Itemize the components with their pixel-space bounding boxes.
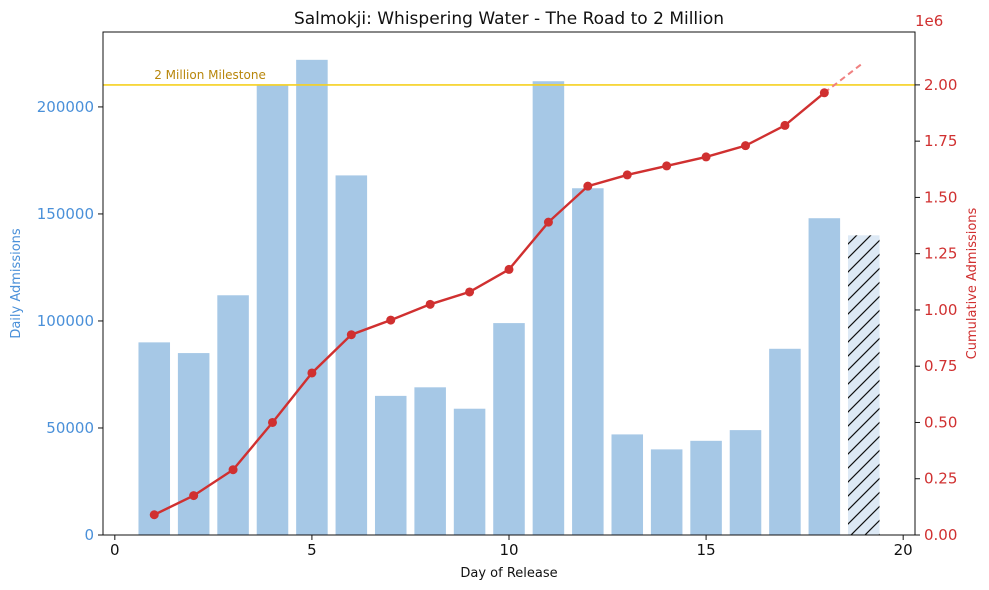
y-right-tick-label: 0.25	[924, 470, 957, 488]
y-right-tick-label: 1.75	[924, 132, 957, 150]
x-axis-label: Day of Release	[460, 566, 557, 581]
cumulative-point	[189, 491, 199, 501]
y-left-tick-label: 50000	[46, 419, 94, 437]
cumulative-point	[701, 152, 711, 162]
y-left-tick-label: 150000	[37, 205, 94, 223]
cumulative-point	[583, 181, 593, 191]
daily-bar	[453, 408, 486, 535]
projection-line	[823, 61, 865, 94]
daily-bars	[138, 59, 880, 536]
cumulative-point	[149, 510, 159, 520]
y-right-tick-label: 2.00	[924, 76, 957, 94]
milestone: 2 Million Milestone	[103, 68, 915, 86]
cumulative-point	[346, 330, 356, 340]
axes: 0 5 10 15 20 0 50000 100000 150000 200000 0.00 0.25…	[37, 31, 957, 559]
x-tick-label: 10	[499, 541, 518, 559]
y-right-tick-label: 0.50	[924, 413, 957, 431]
y-left-tick-label: 100000	[37, 312, 94, 330]
daily-bar	[690, 440, 722, 535]
cumulative-point	[741, 141, 751, 151]
projected-bar	[847, 235, 880, 535]
y-axis-label-left: Daily Admissions	[9, 228, 24, 339]
cumulative-point	[819, 88, 829, 98]
cumulative-point	[780, 120, 790, 130]
daily-bar	[296, 59, 328, 535]
y-left-tick-label: 200000	[37, 98, 94, 116]
cumulative-point	[228, 465, 238, 475]
cumulative-point	[386, 315, 396, 325]
daily-bar	[177, 353, 210, 535]
chart-title: Salmokji: Whispering Water - The Road to…	[294, 9, 724, 29]
daily-bar	[138, 342, 171, 535]
y-right-tick-label: 0.00	[924, 526, 957, 544]
daily-bar	[414, 387, 446, 535]
daily-bar	[572, 188, 604, 535]
daily-bar	[217, 295, 249, 535]
daily-bar	[256, 85, 289, 536]
milestone-label: 2 Million Milestone	[154, 68, 266, 82]
cumulative-series	[149, 61, 865, 520]
cumulative-point	[543, 217, 553, 227]
y-left-tick-label: 0	[84, 526, 94, 544]
cumulative-point	[504, 264, 514, 274]
y-axis-label-right: Cumulative Admissions	[965, 207, 980, 359]
daily-bar	[808, 218, 841, 535]
daily-bar	[374, 395, 407, 535]
cumulative-line	[153, 91, 826, 516]
daily-bar	[650, 449, 683, 535]
cumulative-point	[267, 417, 277, 427]
y-right-tick-label: 1.00	[924, 301, 957, 319]
daily-bar	[335, 175, 368, 535]
daily-bar	[532, 81, 565, 535]
daily-bar	[493, 323, 525, 535]
daily-bar	[769, 348, 801, 535]
cumulative-point	[425, 299, 435, 309]
cumulative-point	[662, 161, 672, 171]
x-tick-label: 20	[894, 541, 913, 559]
x-tick-label: 0	[110, 541, 120, 559]
daily-bar	[611, 434, 644, 535]
cumulative-point	[465, 287, 475, 297]
right-axis-multiplier: 1e6	[915, 12, 943, 30]
x-tick-label: 15	[697, 541, 716, 559]
cumulative-point	[307, 368, 317, 378]
daily-bar	[729, 430, 762, 535]
y-right-tick-label: 0.75	[924, 357, 957, 375]
y-right-tick-label: 1.25	[924, 245, 957, 263]
y-right-tick-label: 1.50	[924, 188, 957, 206]
x-tick-label: 5	[307, 541, 317, 559]
cumulative-point	[622, 170, 632, 180]
